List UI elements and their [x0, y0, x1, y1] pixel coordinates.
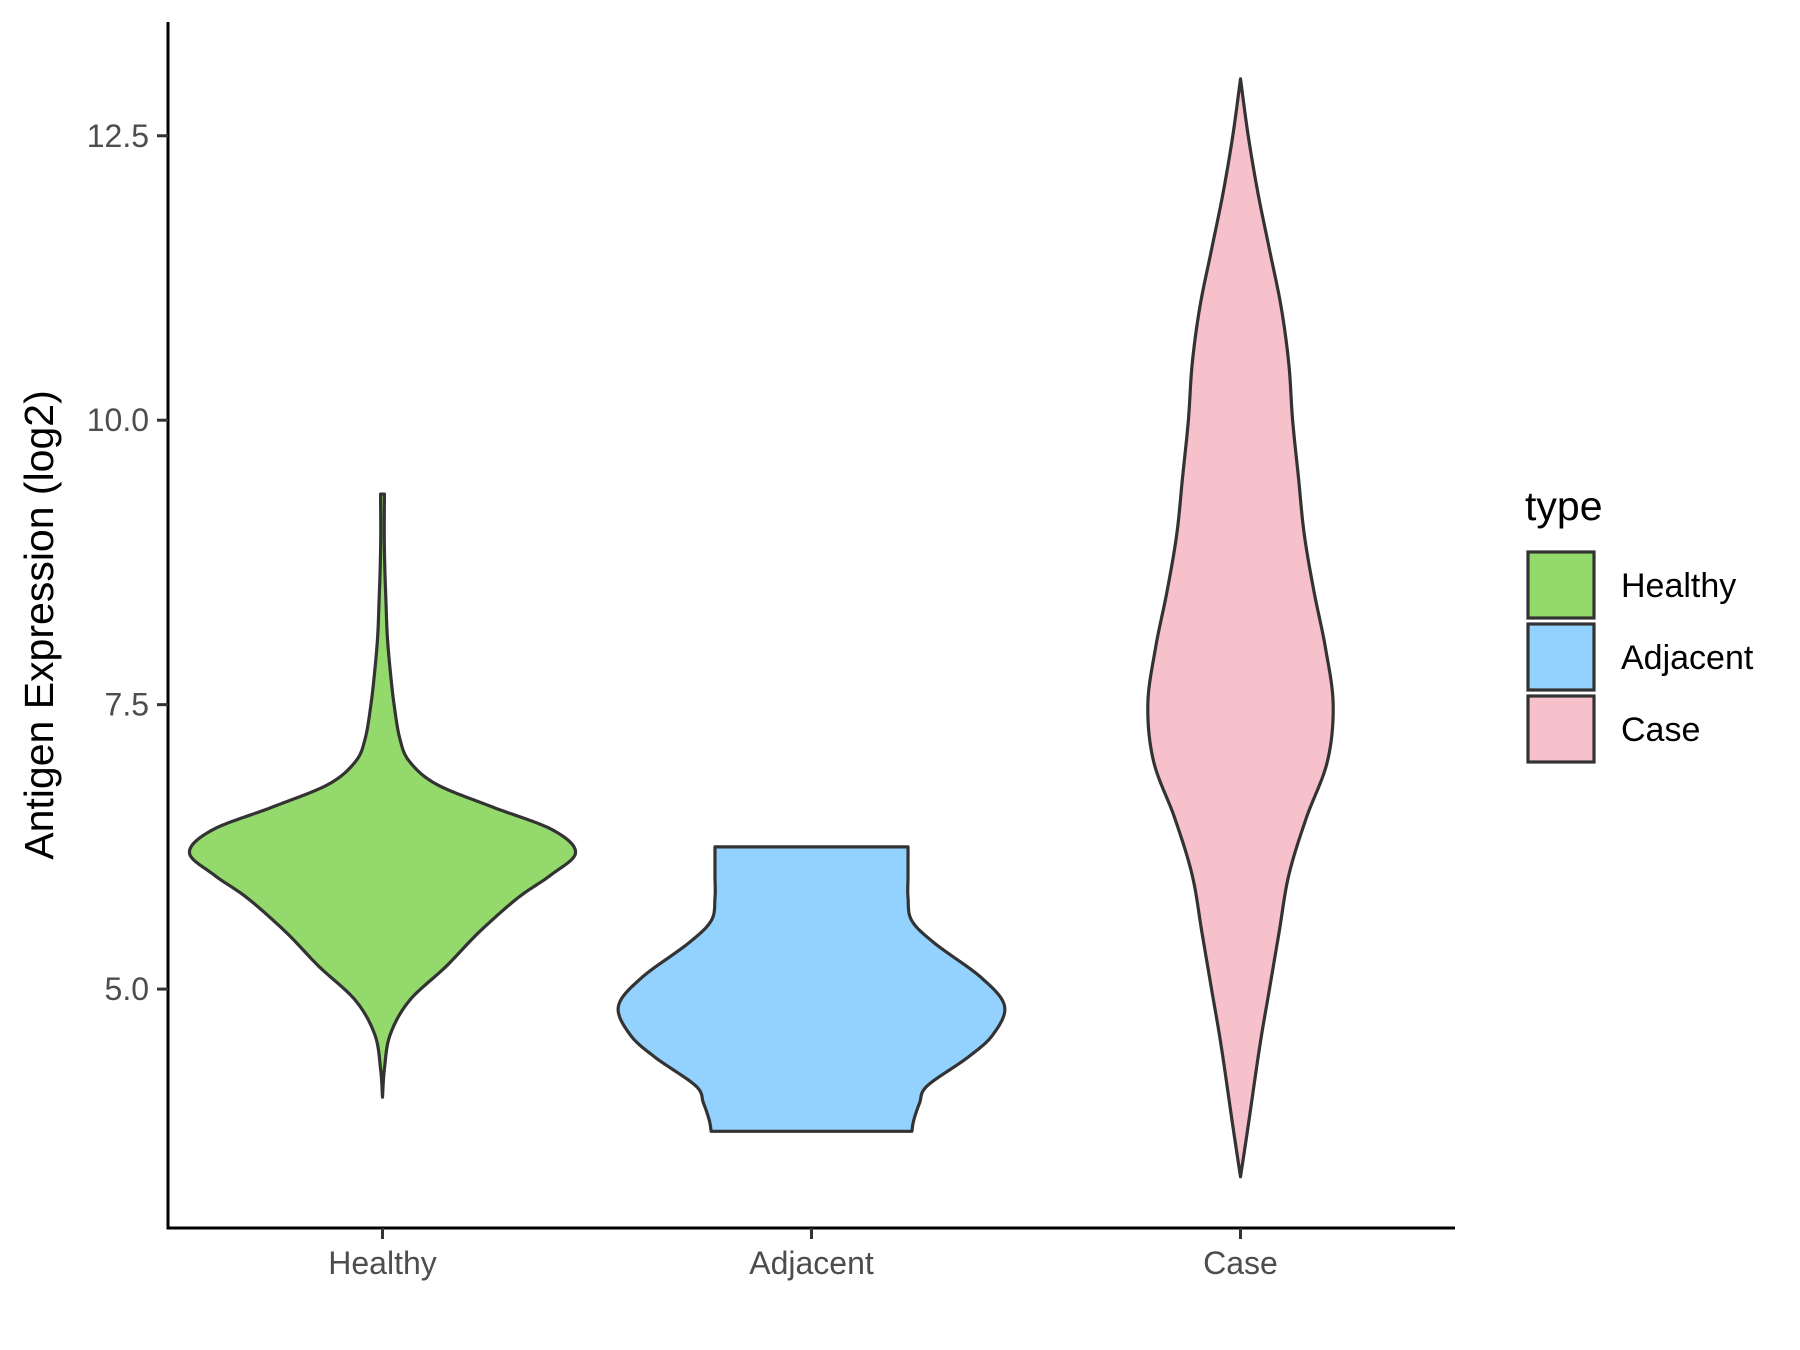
violin-adjacent	[616, 845, 1007, 1133]
legend-label: Healthy	[1621, 567, 1736, 605]
legend: type Healthy Adjacent Case	[1525, 483, 1754, 764]
violin-layer	[187, 77, 1335, 1179]
legend-label: Case	[1621, 711, 1700, 749]
axes: 5.0 7.5 10.0 12.5 Healthy Adjacent Case Antig…	[16, 22, 1455, 1281]
violin-healthy	[187, 492, 578, 1099]
x-tick-label: Case	[1203, 1245, 1278, 1281]
x-tick-label: Healthy	[328, 1245, 437, 1281]
y-ticks: 5.0 7.5 10.0 12.5	[87, 118, 168, 1007]
legend-key-adjacent	[1526, 622, 1596, 692]
violin-case	[1146, 77, 1335, 1179]
legend-label: Adjacent	[1621, 639, 1754, 677]
legend-title: type	[1525, 483, 1603, 529]
y-axis-title: Antigen Expression (log2)	[16, 390, 62, 859]
y-tick-label: 5.0	[105, 971, 149, 1007]
y-tick-label: 12.5	[87, 118, 149, 154]
x-ticks: Healthy Adjacent Case	[328, 1228, 1278, 1281]
legend-entries: Healthy Adjacent Case	[1526, 550, 1754, 764]
legend-key-case	[1526, 694, 1596, 764]
y-tick-label: 10.0	[87, 402, 149, 438]
x-tick-label: Adjacent	[749, 1245, 874, 1281]
legend-key-healthy	[1526, 550, 1596, 620]
y-tick-label: 7.5	[105, 687, 149, 723]
